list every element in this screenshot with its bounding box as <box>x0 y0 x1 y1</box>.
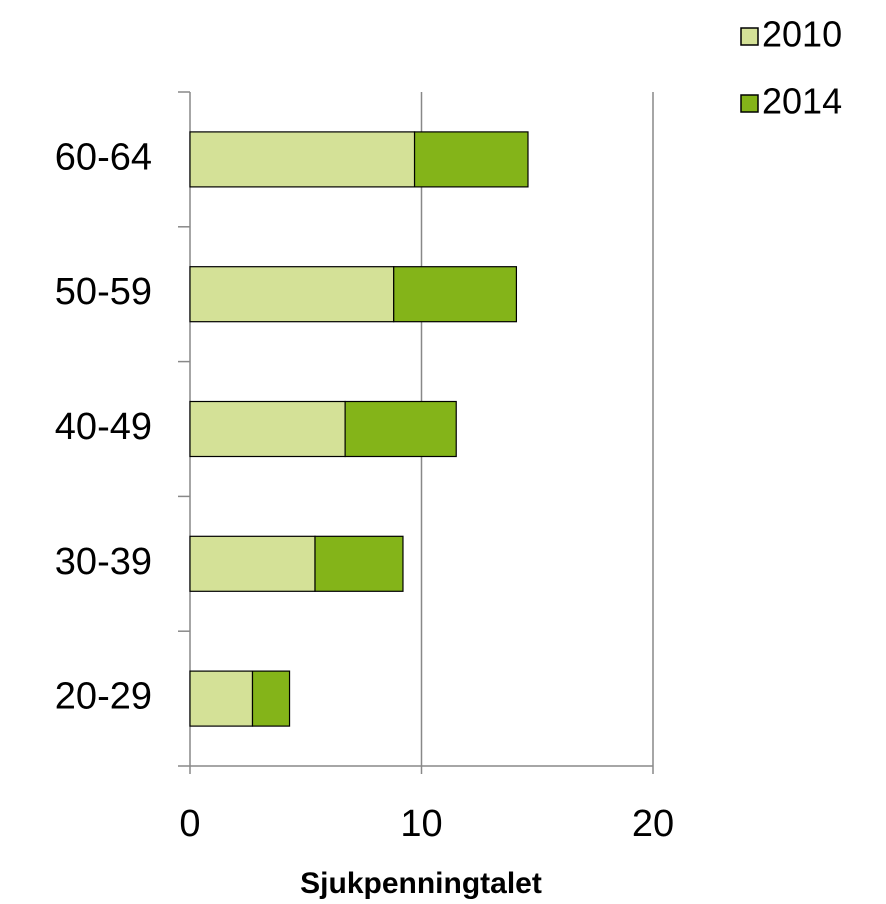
bar-segment <box>189 131 416 188</box>
legend-swatch <box>740 94 759 113</box>
y-tick-label: 60-64 <box>55 136 152 178</box>
x-tick-label: 0 <box>179 803 200 845</box>
y-tick-label: 30-39 <box>55 541 152 583</box>
legend-label: 2014 <box>762 81 842 122</box>
bar-segment <box>189 535 316 592</box>
bar-segment <box>189 670 254 727</box>
bar-segment <box>344 400 457 458</box>
bar-segment <box>189 400 346 458</box>
x-tick-label: 10 <box>400 803 442 845</box>
bar-segment <box>413 131 529 188</box>
y-tick-label: 40-49 <box>55 406 152 448</box>
bar-segment <box>393 266 518 323</box>
bar-segment <box>314 535 404 592</box>
y-tick-label: 20-29 <box>55 676 152 718</box>
legend-swatch <box>740 27 759 46</box>
x-axis-title: Sjukpenningtalet <box>300 867 542 900</box>
x-tick-label: 20 <box>632 803 674 845</box>
legend-label: 2010 <box>762 14 842 55</box>
y-tick-label: 50-59 <box>55 271 152 313</box>
bar-segment <box>251 670 291 727</box>
bar-segment <box>189 266 395 323</box>
